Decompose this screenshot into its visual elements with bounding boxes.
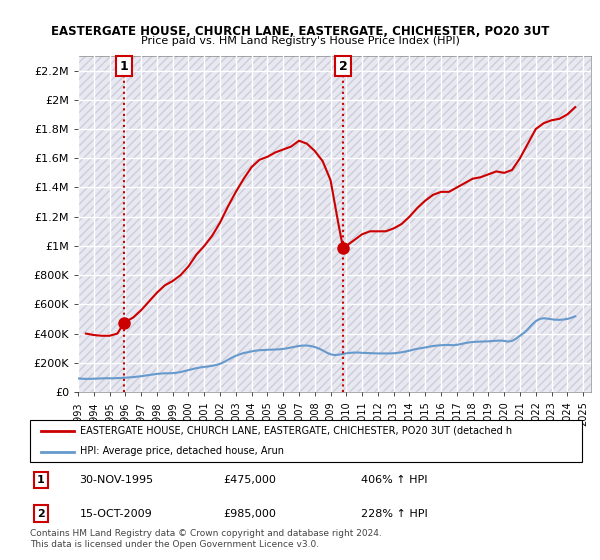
Text: 2: 2	[338, 59, 347, 73]
Text: Price paid vs. HM Land Registry's House Price Index (HPI): Price paid vs. HM Land Registry's House …	[140, 36, 460, 46]
Text: EASTERGATE HOUSE, CHURCH LANE, EASTERGATE, CHICHESTER, PO20 3UT (detached h: EASTERGATE HOUSE, CHURCH LANE, EASTERGAT…	[80, 426, 512, 436]
Text: 1: 1	[119, 59, 128, 73]
Text: HPI: Average price, detached house, Arun: HPI: Average price, detached house, Arun	[80, 446, 284, 456]
Text: EASTERGATE HOUSE, CHURCH LANE, EASTERGATE, CHICHESTER, PO20 3UT: EASTERGATE HOUSE, CHURCH LANE, EASTERGAT…	[51, 25, 549, 38]
Text: 15-OCT-2009: 15-OCT-2009	[80, 508, 152, 519]
Text: 406% ↑ HPI: 406% ↑ HPI	[361, 475, 428, 485]
Text: £475,000: £475,000	[223, 475, 276, 485]
Text: 2: 2	[37, 508, 45, 519]
Text: 228% ↑ HPI: 228% ↑ HPI	[361, 508, 428, 519]
Text: £985,000: £985,000	[223, 508, 276, 519]
Text: 30-NOV-1995: 30-NOV-1995	[80, 475, 154, 485]
Text: 1: 1	[37, 475, 45, 485]
Text: Contains HM Land Registry data © Crown copyright and database right 2024.
This d: Contains HM Land Registry data © Crown c…	[30, 529, 382, 549]
FancyBboxPatch shape	[30, 420, 582, 462]
